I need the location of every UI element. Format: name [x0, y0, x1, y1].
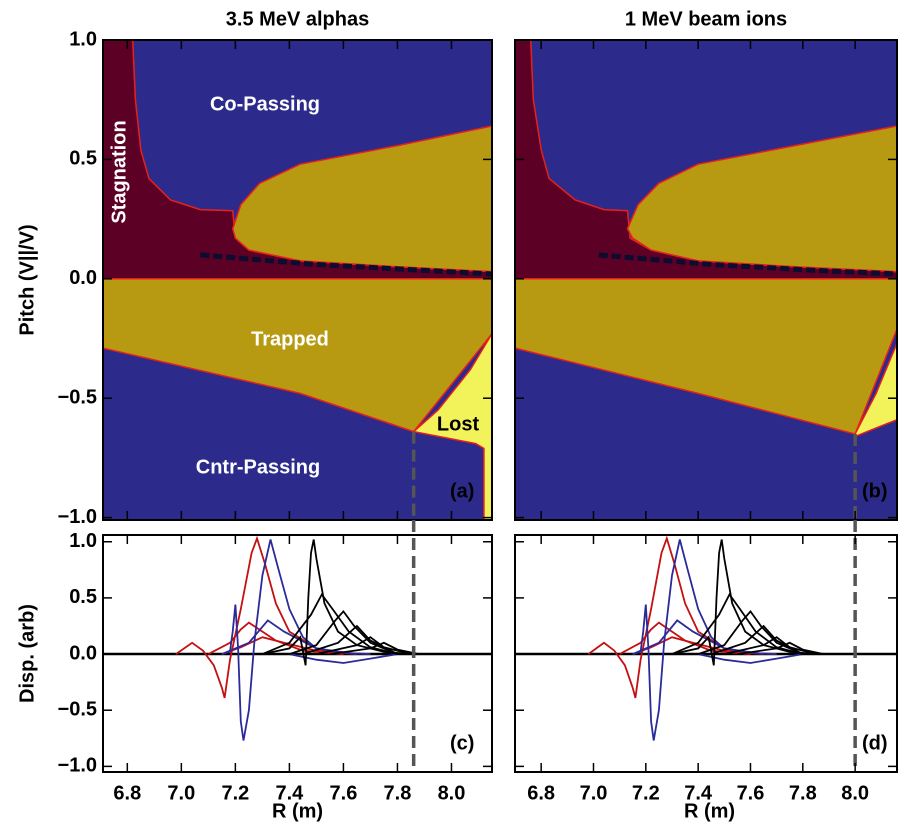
x-tick-label: 7.6	[737, 782, 765, 804]
panel-label: (d)	[862, 732, 888, 754]
y-tick-label: 0.5	[69, 148, 97, 170]
displacement-curve	[289, 609, 398, 655]
resonance-stripe	[200, 252, 492, 277]
plot-frame	[102, 534, 493, 773]
y-axis-label: Pitch (V||/V)	[16, 224, 38, 335]
x-tick-label: 7.2	[632, 782, 660, 804]
displacement-curve	[289, 653, 398, 664]
x-tick-label: 7.0	[580, 782, 608, 804]
plot-area	[103, 40, 492, 520]
x-tick-label: 7.2	[221, 782, 249, 804]
x-tick-label: 8.0	[438, 782, 466, 804]
x-tick-label: 6.8	[527, 782, 555, 804]
plot-frame	[514, 534, 898, 773]
x-tick-label: 7.8	[384, 782, 412, 804]
displacement-curve	[632, 619, 764, 655]
region	[412, 332, 492, 520]
y-axis-label: Disp. (arb)	[16, 604, 38, 703]
plot-area	[515, 535, 897, 772]
displacement-curve	[671, 592, 804, 655]
x-axis-label: R (m)	[272, 800, 323, 822]
y-tick-label: −1.0	[58, 506, 97, 528]
x-tick-label: 7.6	[330, 782, 358, 804]
x-axis-label: R (m)	[684, 800, 735, 822]
displacement-curve	[587, 535, 777, 699]
displacement-curve	[316, 636, 412, 655]
x-tick-label: 7.4	[275, 782, 304, 804]
region-label: Stagnation	[108, 120, 130, 223]
displacement-curve	[175, 535, 371, 699]
panel-title: 3.5 MeV alphas	[226, 8, 369, 30]
x-tick-label: 7.8	[789, 782, 817, 804]
plot-frame	[102, 39, 493, 521]
displacement-curve	[329, 641, 420, 655]
panel-label: (b)	[862, 480, 888, 502]
plot-area	[515, 40, 897, 520]
y-tick-label: −1.0	[58, 755, 97, 777]
region	[626, 125, 897, 273]
x-tick-label: 6.8	[113, 782, 141, 804]
displacement-curve	[737, 641, 824, 655]
panel-label: (c)	[450, 732, 474, 754]
region-label: Cntr-Passing	[196, 456, 320, 478]
displacement-curve	[724, 636, 817, 655]
y-tick-label: 0.0	[69, 267, 97, 289]
y-tick-label: 0.0	[69, 642, 97, 664]
plot-area	[103, 535, 492, 772]
x-tick-label: 7.0	[167, 782, 195, 804]
displacement-curve	[262, 592, 398, 655]
panel-title: 1 MeV beam ions	[625, 8, 787, 30]
y-tick-label: −0.5	[58, 386, 97, 408]
y-tick-label: −0.5	[58, 699, 97, 721]
displacement-curve	[221, 619, 358, 655]
displacement-curve	[697, 609, 804, 655]
region-label: Co-Passing	[210, 93, 320, 115]
plot-frame	[514, 39, 898, 521]
displacement-curve	[698, 653, 803, 664]
region-label: Trapped	[251, 328, 329, 350]
y-tick-label: 1.0	[69, 530, 97, 552]
y-tick-label: 1.0	[69, 28, 97, 50]
region-label: Lost	[437, 413, 480, 435]
x-tick-label: 8.0	[841, 782, 869, 804]
resonance-stripe	[598, 252, 897, 277]
region	[231, 125, 492, 273]
panel-label: (a)	[450, 480, 474, 502]
x-tick-label: 7.4	[684, 782, 713, 804]
y-tick-label: 0.5	[69, 586, 97, 608]
